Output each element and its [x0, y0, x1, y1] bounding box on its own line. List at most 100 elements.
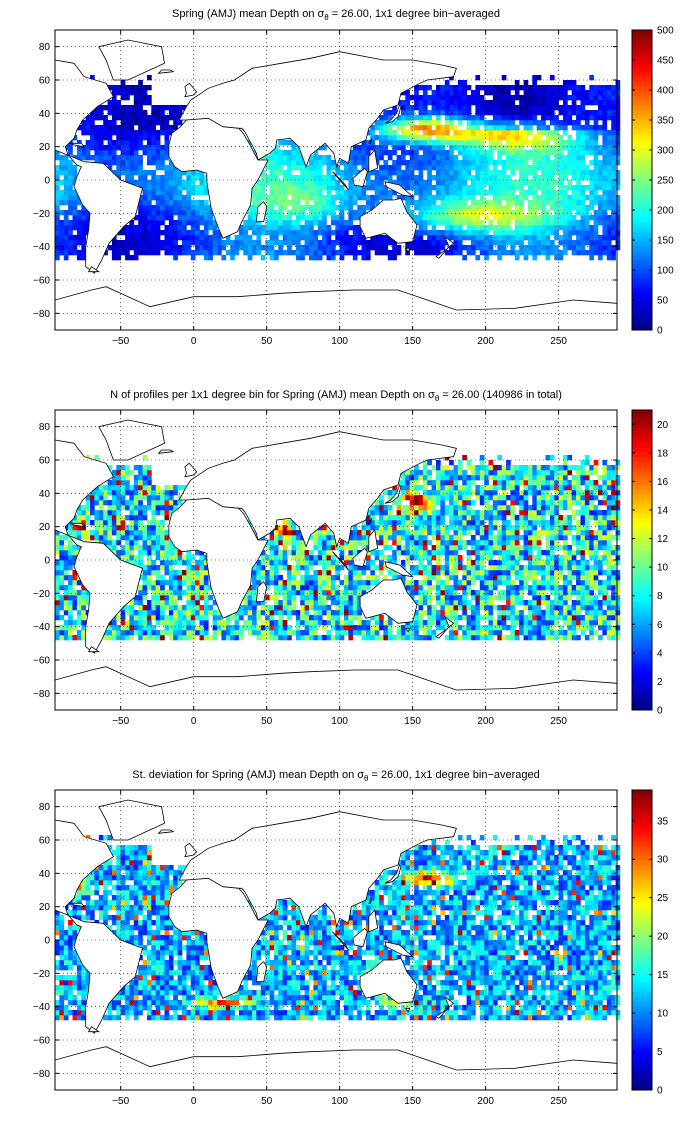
data-cell — [291, 225, 297, 231]
data-cell — [151, 520, 156, 526]
data-cell — [563, 160, 568, 166]
data-cell — [330, 250, 336, 256]
data-cell — [598, 130, 603, 136]
data-cell — [155, 150, 161, 156]
data-cell — [125, 130, 130, 136]
data-cell — [186, 205, 192, 211]
data-cell — [453, 145, 459, 151]
data-cell — [471, 160, 476, 166]
data-cell — [125, 530, 130, 536]
data-cell — [269, 205, 275, 211]
data-cell — [116, 550, 121, 556]
data-cell — [396, 170, 402, 176]
data-cell — [475, 180, 481, 186]
data-cell — [357, 580, 362, 586]
data-cell — [120, 525, 126, 531]
data-cell — [147, 565, 152, 571]
data-cell — [313, 210, 319, 216]
data-cell — [361, 580, 367, 586]
data-cell — [203, 635, 209, 641]
data-cell — [409, 530, 415, 536]
data-cell — [589, 125, 594, 131]
data-cell — [558, 195, 564, 201]
data-cell — [76, 615, 82, 621]
data-cell — [576, 90, 581, 96]
data-cell — [230, 250, 235, 256]
data-cell — [160, 230, 165, 236]
data-cell — [282, 170, 288, 176]
data-cell — [85, 130, 91, 136]
data-cell — [164, 535, 170, 541]
data-cell — [85, 140, 91, 146]
data-cell — [63, 240, 69, 246]
data-cell — [488, 150, 494, 156]
data-cell — [449, 235, 454, 241]
data-cell — [541, 115, 546, 121]
data-cell — [436, 210, 441, 216]
data-cell — [571, 125, 577, 131]
data-cell — [584, 145, 590, 151]
data-cell — [348, 635, 354, 641]
data-cell — [147, 100, 152, 106]
data-cell — [431, 220, 437, 226]
data-cell — [436, 205, 441, 211]
data-cell — [256, 610, 262, 616]
data-cell — [387, 630, 393, 636]
data-cell — [611, 255, 616, 261]
colorbar-segment — [632, 255, 652, 261]
data-cell — [208, 585, 213, 591]
data-cell — [457, 510, 463, 516]
data-cell — [436, 245, 441, 251]
data-cell — [576, 250, 581, 256]
data-cell — [68, 560, 73, 566]
data-cell — [479, 95, 485, 101]
data-cell — [147, 240, 152, 246]
data-cell — [125, 135, 130, 141]
data-cell — [125, 535, 130, 541]
data-cell — [510, 165, 516, 171]
data-cell — [523, 135, 529, 141]
data-cell — [365, 550, 371, 556]
data-cell — [221, 630, 227, 636]
data-cell — [379, 500, 384, 506]
data-cell — [379, 565, 384, 571]
data-cell — [401, 125, 406, 131]
data-cell — [85, 150, 91, 156]
colorbar-segment — [632, 58, 652, 64]
data-cell — [265, 625, 270, 631]
data-cell — [247, 210, 253, 216]
data-cell — [168, 575, 174, 581]
data-cell — [357, 590, 362, 596]
data-cell — [81, 590, 86, 596]
data-cell — [453, 140, 459, 146]
data-cell — [76, 140, 82, 146]
data-cell — [475, 635, 481, 641]
data-cell — [76, 545, 82, 551]
data-cell — [164, 510, 170, 516]
data-cell — [602, 130, 608, 136]
data-cell — [392, 140, 397, 146]
data-cell — [63, 170, 69, 176]
data-cell — [295, 155, 301, 161]
data-cell — [427, 190, 432, 196]
data-cell — [615, 135, 621, 141]
data-cell — [457, 495, 463, 501]
coastline — [384, 104, 402, 124]
data-cell — [287, 615, 292, 621]
data-cell — [147, 170, 152, 176]
data-cell — [72, 520, 78, 526]
data-cell — [449, 595, 454, 601]
data-cell — [304, 225, 310, 231]
data-cell — [199, 220, 205, 226]
data-cell — [217, 610, 222, 616]
data-cell — [497, 155, 502, 161]
data-cell — [326, 595, 332, 601]
data-cell — [199, 550, 205, 556]
data-cell — [348, 200, 354, 206]
data-cell — [133, 95, 139, 101]
data-cell — [457, 490, 463, 496]
data-cell — [160, 115, 165, 121]
data-cell — [466, 625, 472, 631]
data-cell — [287, 550, 292, 556]
data-cell — [396, 160, 402, 166]
